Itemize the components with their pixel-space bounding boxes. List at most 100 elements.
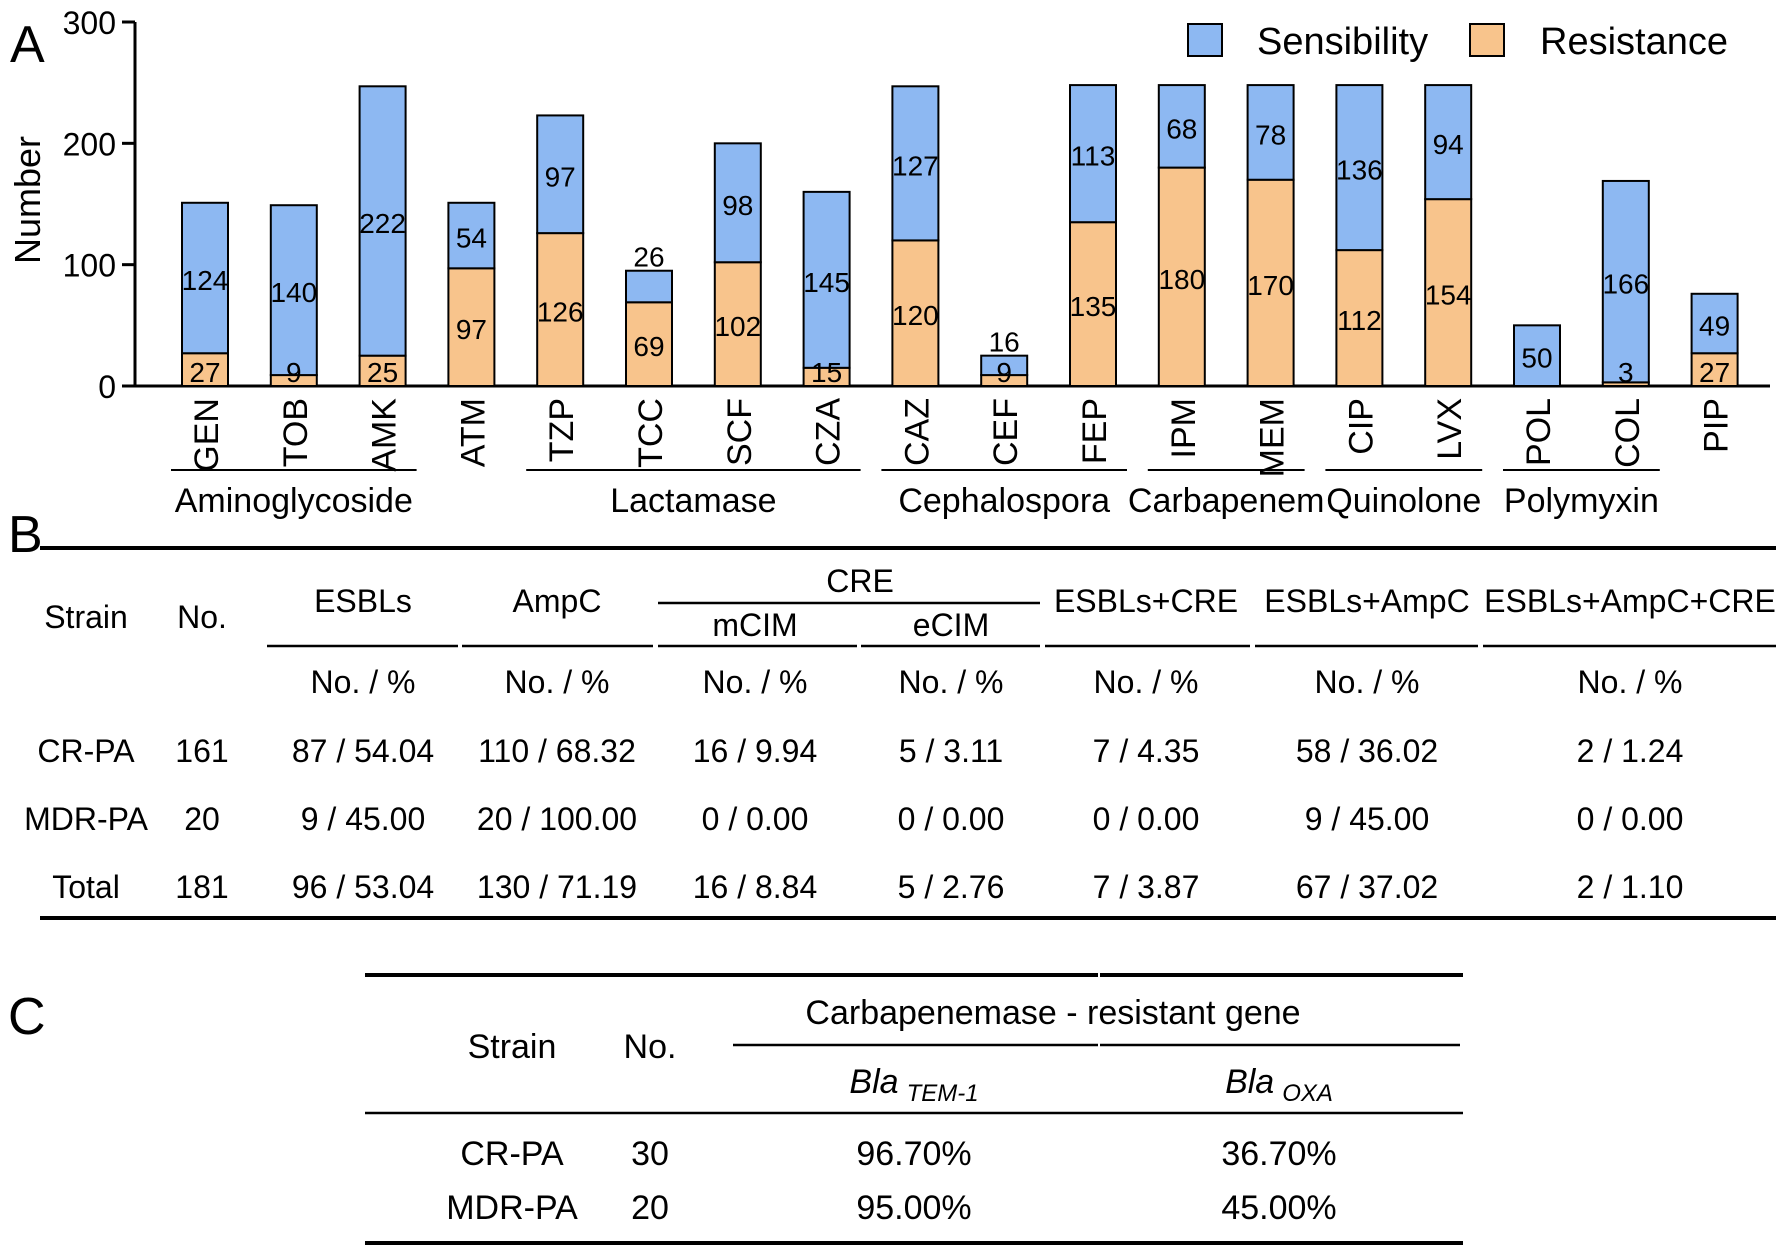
- data-label-sensibility-TOB: 140: [270, 277, 317, 308]
- table-b-cell: 67 / 37.02: [1296, 869, 1438, 905]
- table-c-cell: MDR-PA: [446, 1189, 578, 1227]
- data-label-resistance-CZA: 15: [811, 357, 842, 388]
- data-label-sensibility-CAZ: 127: [892, 150, 939, 181]
- data-label-sensibility-COL: 166: [1602, 269, 1649, 300]
- bar-sensibility-CEF: [980, 354, 1029, 377]
- table-b-header-esbls: ESBLs: [314, 583, 412, 619]
- data-label-resistance-SCF: 102: [714, 311, 761, 342]
- data-label-resistance-CIP: 112: [1337, 305, 1382, 336]
- x-tick-label-LVX: LVX: [1431, 398, 1469, 460]
- panel-c: C Strain No. Carbapenemase - resistant g…: [8, 973, 1463, 1245]
- y-tick-label-0: 0: [98, 369, 116, 405]
- data-label-resistance-FEP: 135: [1070, 291, 1117, 322]
- x-tick-label-SCF: SCF: [721, 398, 759, 466]
- table-b-unit-1: No. / %: [505, 664, 610, 700]
- table-b-cell: 0 / 0.00: [898, 801, 1005, 837]
- group-label-aminoglycoside: Aminoglycoside: [175, 482, 413, 520]
- bar-sensibility-COL: [1601, 179, 1650, 384]
- table-b-cell: 130 / 71.19: [477, 869, 637, 905]
- data-label-sensibility-FEP: 113: [1071, 141, 1116, 172]
- data-label-sensibility-CIP: 136: [1336, 155, 1383, 186]
- bar-sensibility-CZA: [802, 190, 851, 369]
- data-label-resistance-MEM: 170: [1247, 270, 1294, 301]
- table-c-header-tem: Bla TEM-1: [849, 1063, 978, 1107]
- data-label-resistance-PIP: 27: [1699, 357, 1730, 388]
- table-b-unit-6: No. / %: [1578, 664, 1683, 700]
- x-tick-label-PIP: PIP: [1698, 398, 1736, 453]
- table-b-cell: 20: [184, 801, 220, 837]
- x-tick-label-TOB: TOB: [277, 398, 315, 467]
- data-label-resistance-GEN: 27: [189, 357, 220, 388]
- y-axis-label: Number: [7, 136, 48, 264]
- legend-label-resistance: Resistance: [1540, 21, 1728, 63]
- bar-resistance-LVX: [1424, 198, 1473, 387]
- data-label-sensibility-TZP: 97: [545, 161, 576, 192]
- bar-resistance-IPM: [1157, 166, 1206, 387]
- group-label-lactamase: Lactamase: [610, 482, 776, 520]
- table-b-cell: CR-PA: [37, 733, 135, 769]
- table-b-cell: 9 / 45.00: [301, 801, 426, 837]
- table-b-cell: 96 / 53.04: [292, 869, 434, 905]
- data-label-resistance-TOB: 9: [286, 357, 302, 388]
- x-tick-label-AMK: AMK: [366, 398, 404, 472]
- bar-sensibility-PIP: [1690, 292, 1739, 355]
- table-b-cell: 5 / 3.11: [899, 733, 1003, 769]
- table-b-unit-2: No. / %: [703, 664, 808, 700]
- x-tick-label-MEM: MEM: [1254, 398, 1292, 477]
- x-tick-label-CIP: CIP: [1342, 398, 1380, 455]
- y-tick-label-300: 300: [63, 5, 116, 41]
- data-label-sensibility-LVX: 94: [1433, 129, 1464, 160]
- table-b-cell: 58 / 36.02: [1296, 733, 1438, 769]
- table-b-cell: 16 / 9.94: [693, 733, 818, 769]
- table-b-cell: 0 / 0.00: [1093, 801, 1200, 837]
- data-label-sensibility-CZA: 145: [803, 267, 850, 298]
- table-c-cell: CR-PA: [460, 1135, 564, 1173]
- table-b-header-esbls-ampc-cre: ESBLs+AmpC+CRE: [1484, 583, 1776, 619]
- table-b-cell: MDR-PA: [24, 801, 149, 837]
- bar-sensibility-TZP: [536, 114, 585, 235]
- table-b-header-cre: CRE: [826, 563, 894, 599]
- bar-sensibility-SCF: [713, 142, 762, 264]
- table-b-cell: 2 / 1.24: [1577, 733, 1684, 769]
- x-tick-label-POL: POL: [1520, 398, 1558, 466]
- data-label-resistance-CAZ: 120: [892, 300, 939, 331]
- table-b-cell: 16 / 8.84: [693, 869, 818, 905]
- legend-swatch-sensibility: [1187, 23, 1223, 57]
- panel-c-label: C: [8, 988, 46, 1046]
- data-label-resistance-LVX: 154: [1425, 280, 1472, 311]
- table-c-header-strain: Strain: [468, 1028, 557, 1066]
- data-label-resistance-IPM: 180: [1158, 264, 1205, 295]
- table-b-header-esbls-cre: ESBLs+CRE: [1054, 583, 1238, 619]
- data-label-resistance-CEF: 9: [996, 357, 1012, 388]
- group-label-polymyxin: Polymyxin: [1504, 482, 1659, 520]
- data-label-sensibility-IPM: 68: [1166, 113, 1197, 144]
- data-label-sensibility-TCC: 26: [633, 242, 664, 273]
- bar-sensibility-FEP: [1069, 84, 1117, 224]
- y-tick-label-200: 200: [63, 126, 116, 162]
- table-b-cell: 2 / 1.10: [1577, 869, 1684, 905]
- table-b-cell: 0 / 0.00: [702, 801, 809, 837]
- panel-b: B Strain No. ESBLs AmpC CRE mCIM eCIM ES…: [8, 506, 1776, 920]
- legend-label-sensibility: Sensibility: [1257, 21, 1428, 63]
- panel-a-label: A: [10, 16, 45, 74]
- x-tick-label-CZA: CZA: [810, 398, 848, 466]
- table-b-unit-4: No. / %: [1094, 664, 1199, 700]
- bar-sensibility-POL: [1513, 324, 1561, 388]
- table-b-cell: 181: [175, 869, 228, 905]
- x-tick-label-IPM: IPM: [1165, 398, 1203, 458]
- bar-resistance-CIP: [1335, 249, 1384, 387]
- table-b-header-strain: Strain: [44, 599, 128, 635]
- legend-swatch-resistance: [1469, 23, 1505, 57]
- data-label-sensibility-MEM: 78: [1255, 119, 1286, 150]
- x-tick-label-TCC: TCC: [632, 398, 670, 468]
- group-label-cephalospora: Cephalospora: [898, 482, 1110, 520]
- y-tick-label-100: 100: [63, 248, 116, 284]
- data-label-resistance-COL: 3: [1618, 357, 1634, 388]
- bar-sensibility-IPM: [1157, 84, 1206, 169]
- data-label-sensibility-AMK: 222: [359, 208, 406, 239]
- table-b-header-mcim: mCIM: [712, 607, 797, 643]
- bar-sensibility-LVX: [1424, 84, 1473, 201]
- group-label-carbapenem: Carbapenem: [1128, 482, 1325, 520]
- table-c-cell: 20: [631, 1189, 669, 1227]
